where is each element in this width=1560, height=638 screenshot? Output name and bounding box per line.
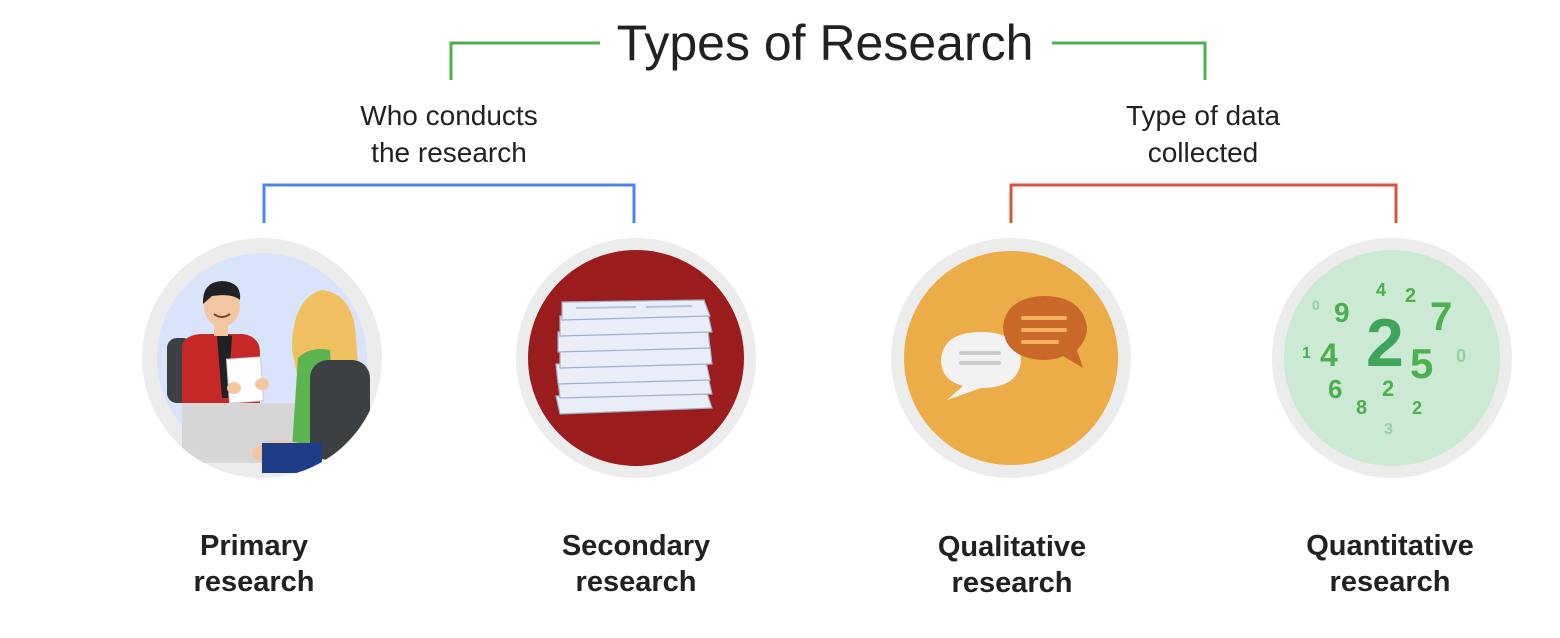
number-glyph: 2 xyxy=(1405,285,1416,307)
type-label-line: research xyxy=(951,567,1073,599)
type-label-line: Primary xyxy=(199,530,308,562)
group-label-line: Who conducts xyxy=(360,100,538,131)
primary-research-label: Primary research xyxy=(124,528,384,600)
number-glyph: 1 xyxy=(1302,345,1311,362)
secondary-research-label: Secondary research xyxy=(506,528,766,600)
number-glyph: 2 xyxy=(1366,305,1404,381)
quantitative-research-label: Quantitative research xyxy=(1260,528,1520,600)
title-bracket-right xyxy=(1052,41,1207,80)
number-glyph: 4 xyxy=(1376,280,1386,300)
group-label-who-conducts: Who conducts the research xyxy=(299,97,599,171)
data-collected-bracket xyxy=(1009,183,1398,223)
number-glyph: 7 xyxy=(1430,295,1452,339)
type-label-line: Qualitative xyxy=(937,531,1087,563)
group-label-line: collected xyxy=(1147,137,1259,168)
interview-illustration-icon xyxy=(142,238,382,478)
number-glyph: 5 xyxy=(1410,340,1433,387)
group-label-line: Type of data xyxy=(1125,100,1281,131)
group-label-line: the research xyxy=(371,137,527,168)
number-glyph: 0 xyxy=(1312,297,1320,313)
diagram-title: Types of Research xyxy=(616,15,1034,71)
who-conducts-bracket xyxy=(262,183,636,223)
number-glyph: 2 xyxy=(1382,376,1394,401)
title-bracket-left xyxy=(449,41,600,80)
number-glyph: 6 xyxy=(1328,374,1342,404)
type-label-line: research xyxy=(193,566,315,598)
number-glyph: 2 xyxy=(1412,398,1422,418)
number-glyph: 4 xyxy=(1320,337,1338,373)
paper-stack-illustration-icon xyxy=(516,238,756,478)
qualitative-research-label: Qualitative research xyxy=(882,529,1142,601)
type-label-line: Quantitative xyxy=(1306,530,1474,562)
group-label-data-type: Type of data collected xyxy=(1053,97,1353,171)
number-glyph: 0 xyxy=(1456,346,1466,366)
type-label-line: Secondary xyxy=(561,530,711,562)
type-label-line: research xyxy=(1329,566,1451,598)
number-glyph: 3 xyxy=(1384,421,1393,438)
number-glyph: 8 xyxy=(1356,397,1367,419)
type-label-line: research xyxy=(575,566,697,598)
number-glyph: 9 xyxy=(1334,297,1350,328)
speech-bubbles-illustration-icon xyxy=(891,238,1131,478)
